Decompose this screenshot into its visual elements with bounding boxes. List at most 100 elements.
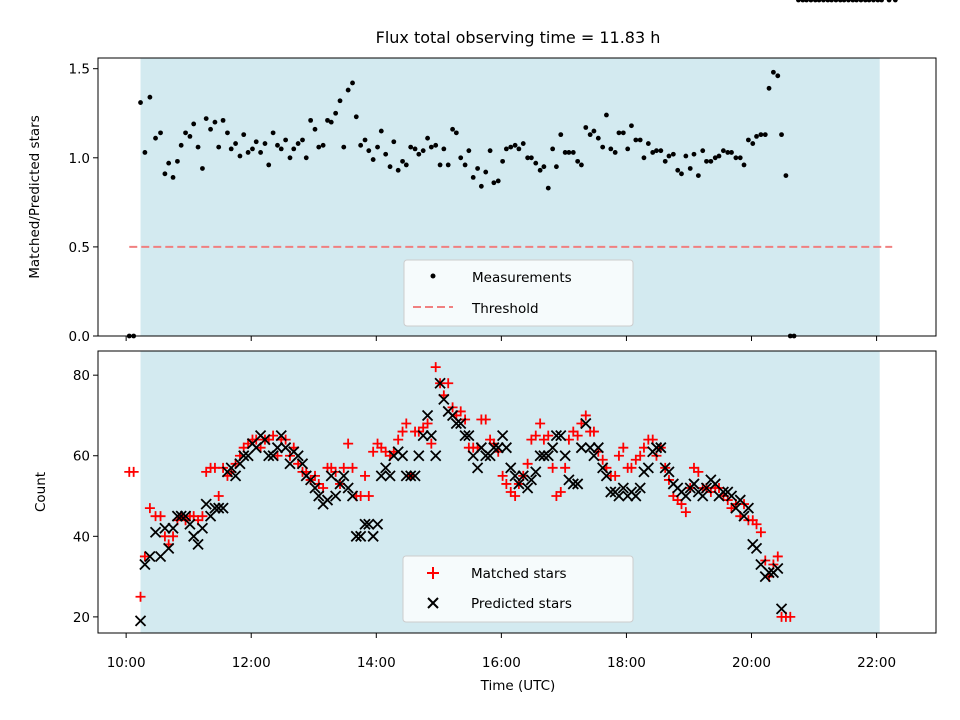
measurement-point xyxy=(453,130,459,136)
measurement-point xyxy=(779,132,784,138)
predicted-star-point xyxy=(475,442,487,454)
matched-star-point xyxy=(347,462,358,473)
measurement-point xyxy=(400,158,405,164)
measurement-point xyxy=(520,141,526,146)
matched-star-point xyxy=(197,511,208,522)
matched-star-point xyxy=(680,507,691,518)
predicted-star-point xyxy=(588,450,600,462)
measurement-point xyxy=(395,167,401,173)
measurement-point xyxy=(666,153,672,159)
top-legend-measurements-label: Measurements xyxy=(472,270,572,286)
matched-star-point xyxy=(610,470,621,481)
measurement-point xyxy=(291,146,297,152)
predicted-star-point xyxy=(688,478,700,490)
matched-star-point xyxy=(597,454,608,465)
predicted-star-point xyxy=(263,450,275,462)
top-y-tick-label: 1.5 xyxy=(69,62,90,78)
measurement-point xyxy=(687,166,693,171)
measurement-point xyxy=(483,169,489,175)
measurement-point xyxy=(300,137,305,143)
measurement-point xyxy=(616,130,622,136)
measurement-point xyxy=(370,157,376,162)
top-legend-measurements-marker xyxy=(430,273,436,279)
measurement-point xyxy=(270,130,276,136)
measurement-point xyxy=(754,134,759,139)
predicted-star-point xyxy=(400,470,412,482)
predicted-star-point xyxy=(538,450,550,462)
top-points-layer xyxy=(126,0,898,339)
measurement-point xyxy=(846,0,851,3)
measurement-point xyxy=(675,167,681,173)
measurement-point xyxy=(591,128,597,134)
matched-star-point xyxy=(338,462,349,473)
predicted-star-point xyxy=(434,377,446,389)
measurement-point xyxy=(641,155,647,161)
predicted-star-point xyxy=(605,486,617,498)
measurement-point xyxy=(387,164,393,170)
predicted-star-point xyxy=(496,429,509,442)
measurement-point xyxy=(800,0,806,3)
top-legend: Measurements Threshold xyxy=(403,259,634,327)
measurement-point xyxy=(487,148,493,154)
matched-star-point xyxy=(572,430,583,441)
matched-star-point xyxy=(535,418,546,429)
measurement-point xyxy=(833,0,839,3)
predicted-star-point xyxy=(229,470,242,482)
measurement-point xyxy=(241,132,247,138)
measurement-point xyxy=(328,119,334,125)
matched-star-point xyxy=(501,478,512,489)
measurement-point xyxy=(766,85,772,91)
predicted-star-point xyxy=(572,478,584,490)
measurement-point xyxy=(195,144,201,150)
matched-star-point xyxy=(510,491,521,502)
predicted-star-point xyxy=(459,429,471,442)
matched-star-point xyxy=(144,503,155,514)
bottom-x-ticks: 10:00 12:00 14:00 16:00 18:00 20:00 22:00 xyxy=(107,633,896,671)
predicted-star-point xyxy=(521,482,534,494)
measurement-point xyxy=(350,80,355,86)
predicted-star-point xyxy=(438,393,450,405)
measurement-point xyxy=(625,146,631,152)
measurement-point xyxy=(804,0,809,3)
measurement-point xyxy=(508,144,514,150)
predicted-star-point xyxy=(304,474,317,486)
bottom-x-tick-label: 10:00 xyxy=(107,655,146,671)
measurement-point xyxy=(875,0,881,3)
measurement-point xyxy=(545,185,551,191)
predicted-star-point xyxy=(167,522,179,534)
predicted-star-point xyxy=(209,502,221,514)
matched-star-point xyxy=(368,446,379,457)
measurement-point xyxy=(600,144,606,150)
measurement-point xyxy=(837,0,843,3)
measurement-point xyxy=(178,142,184,148)
matched-star-point xyxy=(543,430,554,441)
measurement-point xyxy=(262,141,268,146)
measurement-point xyxy=(841,0,847,3)
measurement-point xyxy=(825,0,831,3)
predicted-star-point xyxy=(738,510,750,522)
measurement-point xyxy=(245,150,251,155)
predicted-star-point xyxy=(725,490,738,502)
measurement-point xyxy=(458,155,464,161)
top-y-tick-label: 0.5 xyxy=(69,240,90,256)
matched-star-point xyxy=(497,470,508,481)
predicted-star-point xyxy=(772,562,784,575)
measurement-point xyxy=(208,126,213,132)
measurement-point xyxy=(866,0,872,3)
matched-star-point xyxy=(626,462,637,473)
measurement-point xyxy=(595,135,601,141)
top-y-tick-label: 1.0 xyxy=(69,151,90,167)
matched-star-point xyxy=(360,470,371,481)
bottom-x-axis-label: Time (UTC) xyxy=(480,678,556,694)
predicted-star-point xyxy=(634,482,646,494)
predicted-star-point xyxy=(279,442,292,454)
matched-star-point xyxy=(135,591,146,602)
predicted-star-point xyxy=(250,442,262,454)
top-y-tick-label: 0.0 xyxy=(69,329,90,345)
measurement-point xyxy=(737,155,743,161)
measurement-point xyxy=(303,155,309,161)
matched-star-point xyxy=(155,511,166,522)
measurement-point xyxy=(225,130,230,136)
measurement-point xyxy=(637,137,643,143)
measurement-point xyxy=(138,100,143,105)
